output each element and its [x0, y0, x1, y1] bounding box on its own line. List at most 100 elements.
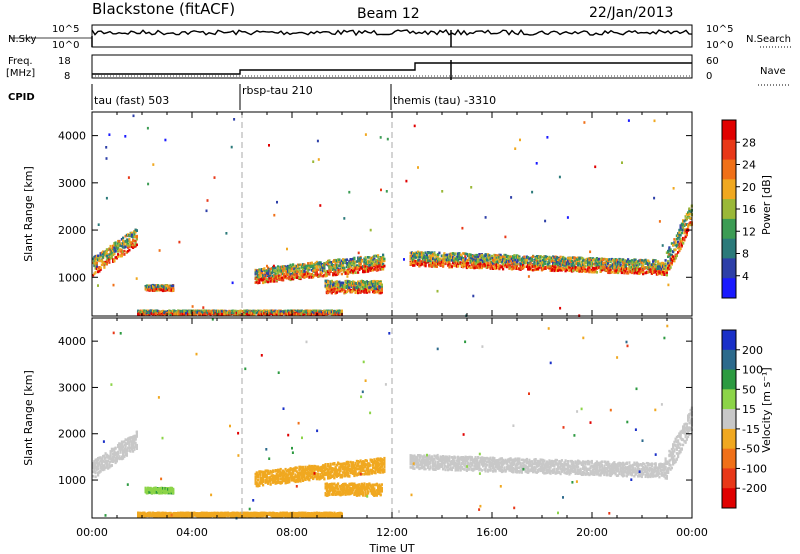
echo-cell	[332, 264, 335, 267]
echo-cell	[298, 310, 301, 313]
echo-cell	[293, 267, 296, 271]
echo-cell	[194, 313, 197, 316]
echo-cell	[325, 269, 328, 273]
echo-cell	[649, 270, 652, 274]
echo-cell	[293, 265, 296, 269]
echo-cell	[345, 258, 348, 261]
echo-cell	[513, 258, 516, 262]
echo-cell	[432, 253, 435, 256]
echo-cell	[310, 310, 313, 314]
echo-cell	[448, 258, 451, 262]
echo-cell	[267, 272, 270, 275]
echo-cell	[133, 239, 136, 243]
echo-cell	[94, 254, 97, 258]
echo-cell	[255, 269, 258, 272]
echo-cell	[598, 266, 601, 269]
echo-cell	[609, 260, 612, 263]
echo-cell	[155, 287, 158, 291]
echo-cell	[113, 248, 116, 252]
echo-cell	[530, 264, 533, 268]
echo-cell	[365, 269, 368, 273]
echo-cell	[332, 289, 335, 293]
echo-cell	[345, 265, 348, 269]
echo-cell	[462, 260, 465, 263]
echo-cell	[373, 285, 376, 288]
echo-cell	[513, 266, 516, 269]
echo-cell	[673, 259, 676, 263]
echo-cell	[270, 312, 273, 315]
echo-cell	[307, 309, 310, 313]
echo-cell	[642, 262, 645, 265]
echo-cell	[283, 265, 286, 268]
echo-cell	[607, 259, 610, 262]
echo-cell	[157, 288, 160, 291]
echo-cell	[348, 289, 351, 292]
echo-cell	[492, 257, 495, 260]
echo-cell	[269, 312, 272, 315]
echo-cell	[329, 288, 332, 291]
echo-cell	[503, 253, 506, 257]
scatter-cell	[441, 190, 444, 193]
echo-cell	[112, 249, 115, 253]
echo-cell	[523, 265, 526, 268]
echo-cell	[218, 310, 221, 314]
echo-cell	[123, 249, 126, 253]
echo-cell	[183, 311, 186, 315]
echo-band	[254, 253, 386, 285]
echo-cell	[499, 264, 502, 267]
echo-cell	[635, 260, 638, 263]
echo-cell	[333, 260, 336, 263]
echo-cell	[430, 251, 433, 254]
echo-cell	[670, 263, 673, 266]
echo-cell	[334, 259, 337, 262]
echo-cell	[315, 273, 318, 277]
echo-cell	[302, 263, 305, 266]
echo-cell	[648, 262, 651, 265]
echo-cell	[533, 268, 536, 272]
echo-cell	[269, 270, 272, 274]
echo-cell	[544, 259, 547, 263]
echo-cell	[315, 272, 318, 275]
echo-cell	[340, 286, 343, 289]
echo-cell	[234, 312, 237, 316]
echo-cell	[367, 259, 370, 263]
echo-cell	[154, 284, 157, 287]
echo-cell	[614, 265, 617, 269]
echo-cell	[375, 268, 378, 271]
scatter-cell	[319, 204, 322, 207]
echo-cell	[308, 274, 311, 277]
echo-cell	[449, 257, 452, 261]
echo-cell	[495, 261, 498, 264]
echo-cell	[447, 264, 450, 267]
echo-cell	[117, 244, 120, 248]
echo-cell	[359, 283, 362, 287]
echo-cell	[159, 288, 162, 291]
echo-cell	[560, 259, 563, 262]
echo-cell	[102, 261, 105, 264]
echo-cell	[372, 282, 375, 286]
echo-cell	[628, 268, 631, 271]
echo-cell	[175, 312, 178, 315]
echo-cell	[223, 310, 226, 314]
echo-cell	[290, 275, 293, 279]
echo-cell	[630, 265, 633, 269]
echo-cell	[363, 289, 366, 293]
echo-cell	[317, 312, 320, 316]
echo-cell	[279, 266, 282, 270]
echo-cell	[637, 270, 640, 274]
echo-cell	[544, 258, 547, 261]
echo-cell	[339, 264, 342, 268]
echo-cell	[497, 263, 500, 267]
echo-cell	[375, 284, 378, 288]
echo-cell	[674, 243, 677, 247]
echo-cell	[272, 270, 275, 273]
echo-cell	[120, 244, 123, 248]
echo-cell	[282, 265, 285, 268]
echo-cell	[429, 259, 432, 262]
echo-cell	[278, 274, 281, 278]
echo-cell	[355, 264, 358, 267]
echo-cell	[472, 261, 475, 265]
echo-cell	[543, 267, 546, 270]
echo-cell	[172, 284, 175, 288]
echo-cell	[335, 312, 338, 316]
